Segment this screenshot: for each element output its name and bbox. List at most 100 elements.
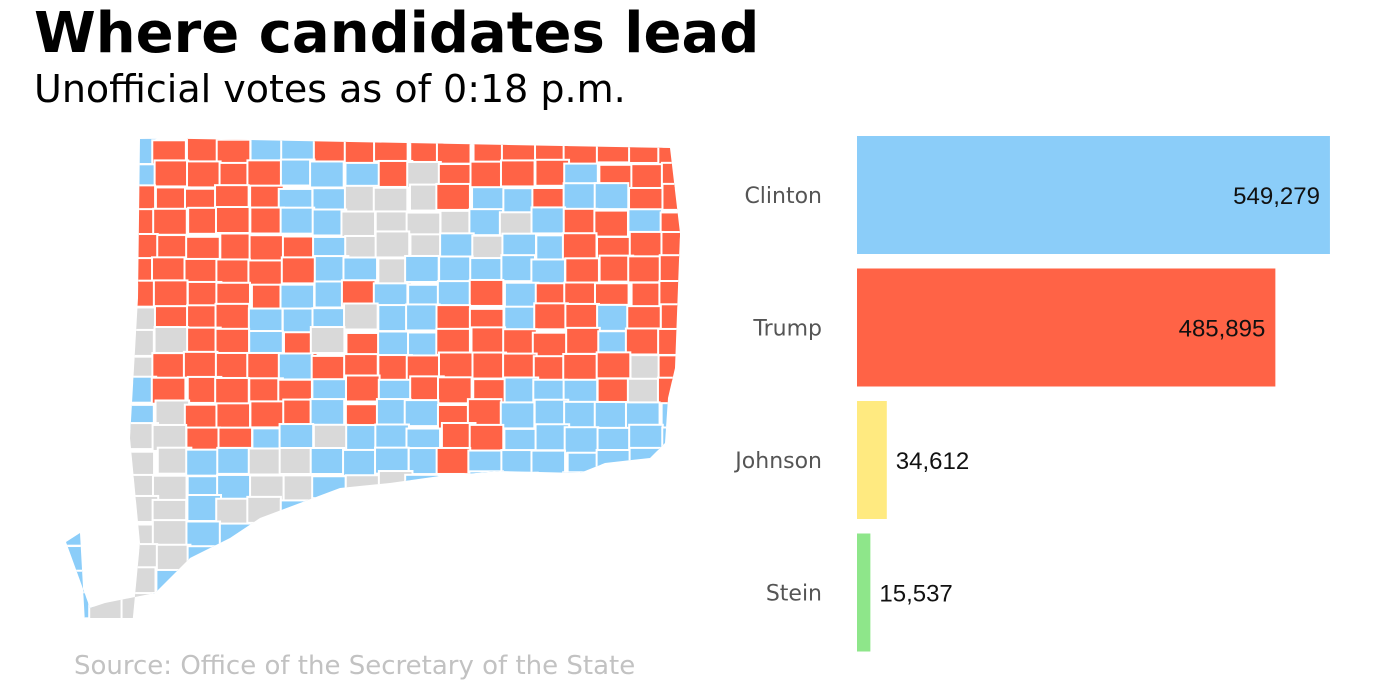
town-cell <box>246 351 282 380</box>
town-cell <box>279 499 316 528</box>
town-cell <box>344 496 381 525</box>
town-cell <box>246 495 282 524</box>
town-cell <box>660 518 680 547</box>
town-cell <box>88 595 124 618</box>
town-cell <box>530 258 566 287</box>
town-cell <box>566 592 602 618</box>
value-label-johnson: 34,612 <box>896 448 969 475</box>
town-cell <box>278 590 315 618</box>
town-cell <box>374 230 411 259</box>
town-cell <box>215 497 251 526</box>
town-cell <box>532 355 569 384</box>
town-cell <box>344 474 381 503</box>
town-cell <box>279 567 316 596</box>
town-cell <box>593 400 630 429</box>
town-cell <box>89 184 126 213</box>
town-cell <box>657 138 680 167</box>
town-cell <box>214 376 250 405</box>
town-cell <box>594 494 631 523</box>
town-cell <box>439 232 475 261</box>
town-cell <box>66 160 94 189</box>
town-cell <box>565 499 602 528</box>
town-cell <box>593 182 630 211</box>
town-cell <box>627 590 663 618</box>
town-cell <box>182 350 219 379</box>
town-cell <box>630 494 667 523</box>
town-cell <box>406 567 442 596</box>
town-cell <box>66 450 97 479</box>
town-cell <box>90 326 127 355</box>
town-cell <box>66 497 95 526</box>
town-cell <box>657 595 680 618</box>
town-cell <box>503 471 539 500</box>
town-cell <box>658 254 680 283</box>
town-cell <box>658 280 680 309</box>
town-cell <box>155 568 192 597</box>
town-cell <box>470 494 506 523</box>
town-cell <box>435 327 471 356</box>
town-cell <box>469 160 506 189</box>
town-cell <box>185 138 222 165</box>
town-cell <box>218 522 255 551</box>
town-cell <box>66 518 95 547</box>
town-cell <box>625 475 662 504</box>
town-cell <box>629 522 666 551</box>
town-cell <box>91 449 128 478</box>
town-cell <box>435 446 472 475</box>
town-cell <box>562 519 599 548</box>
town-cell <box>372 186 409 215</box>
town-cell <box>90 399 127 428</box>
town-cell <box>595 138 632 164</box>
town-cell <box>249 138 286 163</box>
town-cell <box>155 543 192 572</box>
town-cell <box>153 159 190 188</box>
town-cell <box>404 473 440 502</box>
town-cell <box>565 326 601 355</box>
town-cell <box>562 471 598 500</box>
town-cell <box>503 521 540 550</box>
town-cell <box>249 206 285 235</box>
town-cell <box>595 449 632 478</box>
bar-johnson <box>857 401 887 519</box>
town-cell <box>214 546 251 575</box>
town-cell <box>66 206 95 235</box>
town-cell <box>435 520 471 549</box>
town-cell <box>89 208 125 237</box>
town-cell <box>250 522 286 551</box>
town-cell <box>470 520 506 549</box>
town-cell <box>215 138 252 167</box>
town-cell <box>88 163 124 192</box>
town-cell <box>531 518 568 547</box>
town-cell <box>500 254 536 283</box>
town-cell <box>342 256 379 285</box>
town-cell <box>502 352 538 381</box>
town-cell <box>597 470 634 499</box>
town-cell <box>375 595 412 618</box>
town-cell <box>499 499 536 528</box>
town-cell <box>630 163 666 192</box>
town-cell <box>468 208 505 237</box>
vote-bar-chart: Clinton 549,279 Trump 485,895 Johnson 34,612 S… <box>733 136 1330 652</box>
town-cell <box>438 570 474 599</box>
town-cell <box>185 520 222 549</box>
town-cell <box>656 543 680 572</box>
town-cell <box>437 495 474 524</box>
town-cell <box>248 377 284 406</box>
town-cell <box>403 399 440 428</box>
town-cell <box>120 184 157 213</box>
town-cell <box>92 544 128 573</box>
town-cell <box>344 523 380 552</box>
chart-title: Where candidates lead <box>34 1 760 66</box>
town-cell <box>597 522 633 551</box>
town-cell <box>277 352 314 381</box>
town-cell <box>501 571 537 600</box>
town-cell <box>183 569 220 598</box>
town-cell <box>467 546 503 575</box>
town-cell <box>309 398 346 427</box>
town-cell <box>343 591 380 618</box>
town-cell <box>659 303 680 332</box>
town-cell <box>66 305 95 334</box>
chart-subtitle: Unofficial votes as of 0:18 p.m. <box>34 67 626 111</box>
town-cell <box>279 206 316 235</box>
town-cell <box>466 398 503 427</box>
